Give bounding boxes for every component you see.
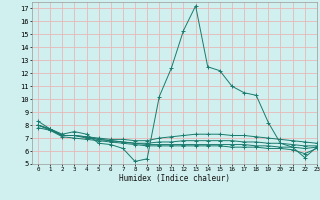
X-axis label: Humidex (Indice chaleur): Humidex (Indice chaleur) [119, 174, 230, 183]
